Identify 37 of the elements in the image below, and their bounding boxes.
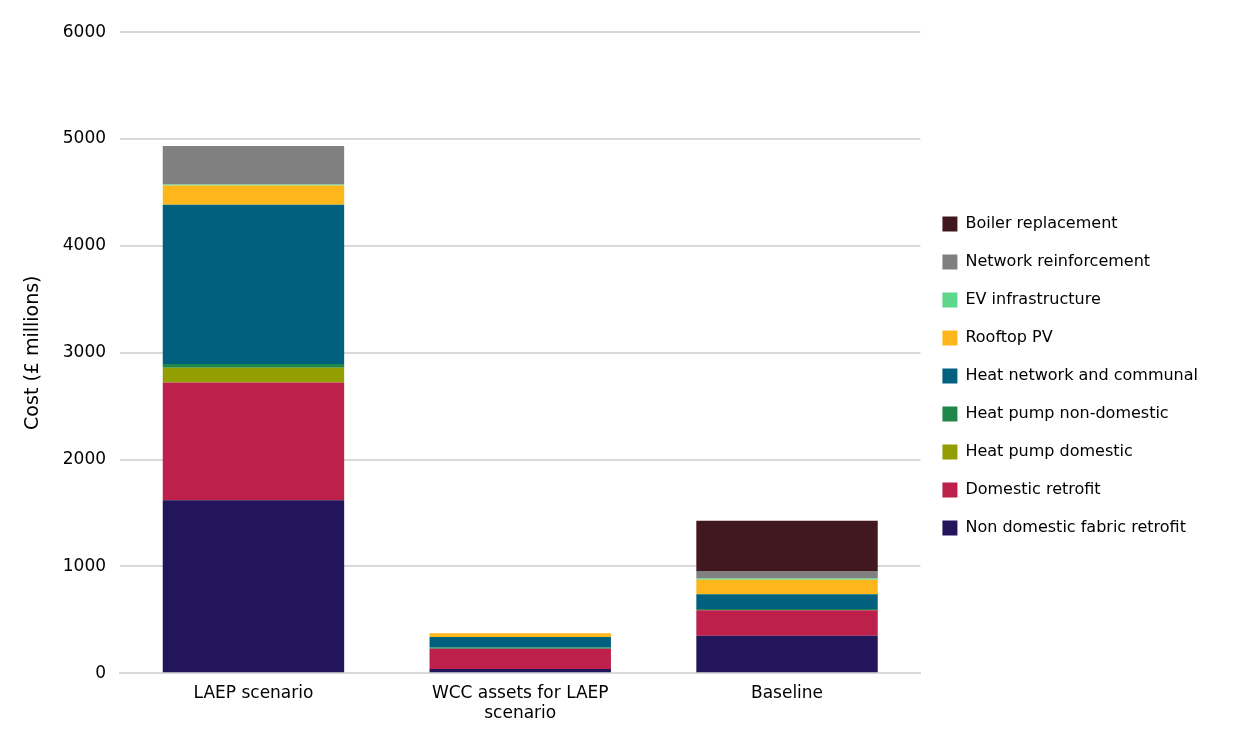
bar bbox=[429, 668, 611, 673]
bar bbox=[696, 594, 878, 610]
bar bbox=[162, 145, 345, 185]
y-tick-label: 3000 bbox=[62, 341, 107, 362]
x-tick-label: WCC assets for LAEP scenario bbox=[431, 681, 609, 723]
bar bbox=[696, 579, 878, 595]
y-tick-label: 5000 bbox=[62, 127, 107, 148]
bar bbox=[162, 382, 345, 501]
bar bbox=[162, 363, 345, 368]
y-tick-label: 0 bbox=[95, 661, 107, 682]
bar bbox=[696, 610, 878, 636]
bar bbox=[429, 636, 611, 648]
bar bbox=[162, 500, 345, 673]
bar bbox=[162, 185, 345, 205]
y-tick-label: 4000 bbox=[62, 234, 107, 255]
bar bbox=[696, 520, 878, 571]
bar bbox=[429, 633, 611, 637]
bar bbox=[696, 635, 878, 673]
bar bbox=[162, 367, 345, 383]
y-tick-label: 6000 bbox=[62, 20, 107, 41]
x-tick-label: LAEP scenario bbox=[193, 681, 314, 702]
x-tick-label: Baseline bbox=[750, 681, 824, 702]
legend-label: Domestic retrofit bbox=[965, 479, 1101, 499]
legend-label: Non domestic fabric retrofit bbox=[965, 517, 1186, 537]
y-tick-label: 2000 bbox=[62, 447, 107, 468]
legend-label: Heat pump domestic bbox=[965, 441, 1133, 461]
legend-label: Boiler replacement bbox=[965, 213, 1118, 233]
bar bbox=[696, 570, 878, 579]
legend-label: EV infrastructure bbox=[965, 289, 1101, 309]
legend-label: Heat pump non-domestic bbox=[965, 403, 1169, 423]
y-axis-title: Cost (£ millions) bbox=[20, 275, 43, 430]
legend-label: Rooftop PV bbox=[965, 327, 1053, 347]
bar bbox=[429, 648, 611, 669]
bar bbox=[162, 204, 345, 364]
legend-label: Network reinforcement bbox=[965, 251, 1151, 271]
y-tick-label: 1000 bbox=[62, 554, 107, 575]
legend-label: Heat network and communal bbox=[965, 365, 1198, 385]
